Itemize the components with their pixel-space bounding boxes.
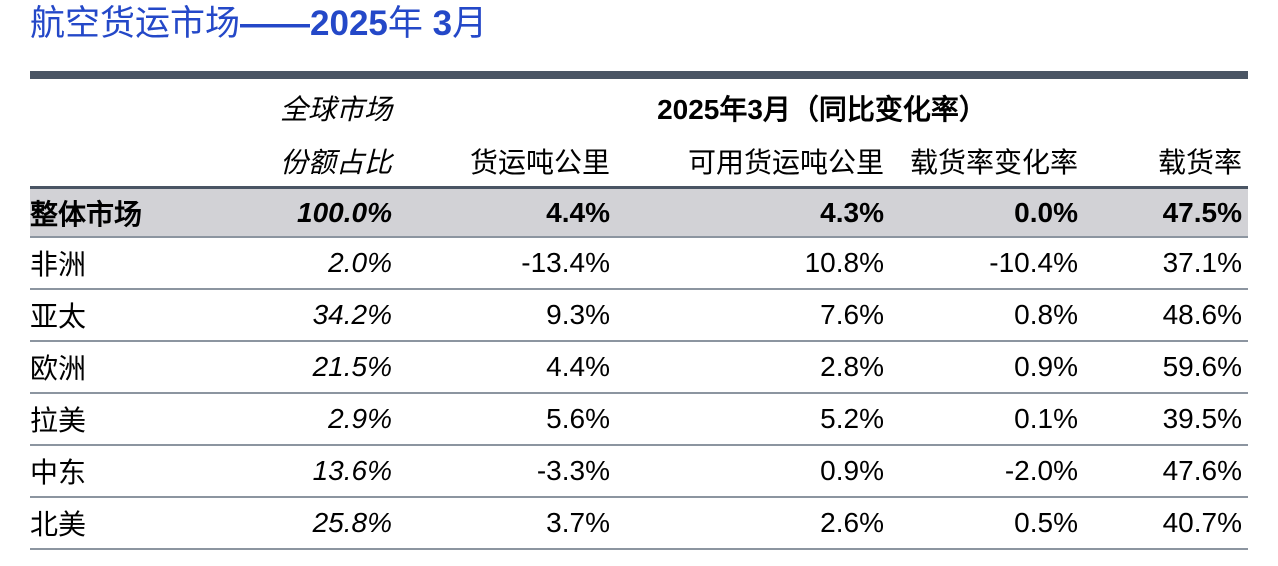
cell-ftk: 9.3%	[546, 299, 610, 330]
header-lf: 载货率	[1157, 147, 1242, 178]
page-title: 航空货运市场——2025年 3月	[30, 4, 488, 43]
header-lf-change: 载货率变化率	[909, 147, 1078, 178]
cell-lf: 37.1%	[1162, 247, 1242, 278]
cell-lf: 40.7%	[1162, 507, 1242, 538]
cell-share: 2.0%	[328, 247, 392, 278]
cell-aftk: 7.6%	[820, 299, 884, 330]
table-header-row-1: 全球市场 2025年3月（同比变化率）	[30, 84, 1248, 132]
table-header-row-2: 份额占比 货运吨公里 可用货运吨公里 载货率变化率 载货率	[30, 136, 1248, 186]
cell-region: 拉美	[30, 405, 87, 436]
cell-lf: 47.5%	[1162, 196, 1242, 228]
table-row: 欧洲 21.5% 4.4% 2.8% 0.9% 59.6%	[30, 342, 1248, 394]
cell-region: 欧洲	[30, 353, 87, 384]
cell-lf-change: 0.9%	[1014, 351, 1078, 382]
cell-aftk: 2.8%	[820, 351, 884, 382]
cell-share: 21.5%	[312, 351, 392, 382]
table-row: 中东 13.6% -3.3% 0.9% -2.0% 47.6%	[30, 446, 1248, 498]
cell-lf-change: 0.1%	[1014, 403, 1078, 434]
header-share-line1: 全球市场	[279, 94, 392, 125]
table-top-rule	[30, 71, 1248, 79]
cell-lf: 59.6%	[1162, 351, 1242, 382]
cell-lf-change: 0.5%	[1014, 507, 1078, 538]
cell-share: 100.0%	[297, 196, 392, 228]
cell-ftk: 3.7%	[546, 507, 610, 538]
cell-aftk: 4.3%	[820, 196, 884, 228]
cell-aftk: 2.6%	[820, 507, 884, 538]
cell-share: 25.8%	[312, 507, 392, 538]
header-share-line2: 份额占比	[279, 147, 392, 178]
header-aftk: 可用货运吨公里	[687, 147, 884, 178]
table-row: 北美 25.8% 3.7% 2.6% 0.5% 40.7%	[30, 498, 1248, 550]
cell-lf-change: -2.0%	[1004, 455, 1078, 486]
header-group-title: 2025年3月（同比变化率）	[657, 94, 987, 125]
cell-share: 13.6%	[312, 455, 392, 486]
table-row: 亚太 34.2% 9.3% 7.6% 0.8% 48.6%	[30, 290, 1248, 342]
table-row: 拉美 2.9% 5.6% 5.2% 0.1% 39.5%	[30, 394, 1248, 446]
cell-region: 北美	[30, 509, 87, 540]
cell-lf-change: -10.4%	[989, 247, 1078, 278]
cell-lf: 47.6%	[1162, 455, 1242, 486]
cell-aftk: 10.8%	[804, 247, 884, 278]
cell-region: 非洲	[30, 249, 87, 280]
cell-ftk: 5.6%	[546, 403, 610, 434]
cell-aftk: 0.9%	[820, 455, 884, 486]
cell-ftk: -3.3%	[536, 455, 610, 486]
cell-lf: 48.6%	[1162, 299, 1242, 330]
cell-region: 亚太	[30, 301, 87, 332]
cell-ftk: 4.4%	[546, 196, 610, 228]
cell-ftk: 4.4%	[546, 351, 610, 382]
cell-lf: 39.5%	[1162, 403, 1242, 434]
header-ftk: 货运吨公里	[469, 147, 610, 178]
cell-aftk: 5.2%	[820, 403, 884, 434]
cell-region: 整体市场	[30, 198, 143, 230]
cell-ftk: -13.4%	[521, 247, 610, 278]
cell-share: 2.9%	[328, 403, 392, 434]
cell-lf-change: 0.8%	[1014, 299, 1078, 330]
cell-share: 34.2%	[312, 299, 392, 330]
table-row-total: 整体市场 100.0% 4.4% 4.3% 0.0% 47.5%	[30, 186, 1248, 238]
cell-region: 中东	[30, 457, 87, 488]
table-row: 非洲 2.0% -13.4% 10.8% -10.4% 37.1%	[30, 238, 1248, 290]
cell-lf-change: 0.0%	[1014, 196, 1078, 228]
